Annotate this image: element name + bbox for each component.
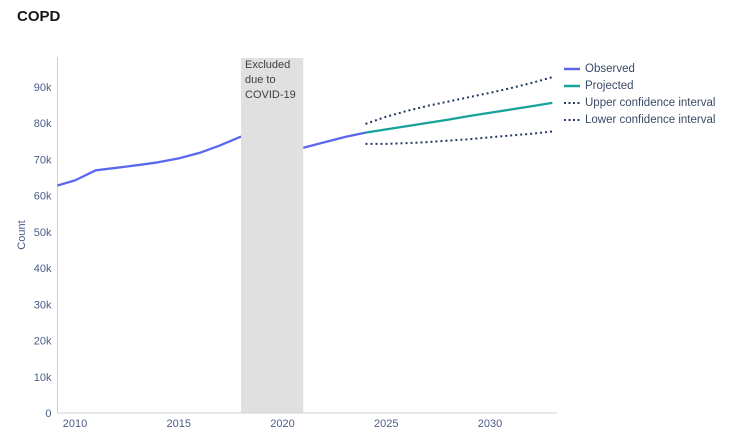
x-tick-label: 2030 (478, 418, 502, 430)
page-title: COPD (17, 8, 61, 25)
legend-item-observed[interactable]: Observed (564, 60, 715, 77)
y-tick-label: 20k (34, 336, 52, 348)
legend-dotted-marker-icon (564, 101, 580, 105)
legend-item-lower-confidence-interval[interactable]: Lower confidence interval (564, 111, 715, 128)
legend-item-projected[interactable]: Projected (564, 77, 715, 94)
covid-excluded-band (241, 58, 304, 413)
y-tick-label: 80k (34, 118, 52, 130)
legend-label: Observed (585, 62, 635, 75)
y-tick-label: 60k (34, 191, 52, 203)
x-tick-label: 2020 (270, 418, 294, 430)
legend-label: Projected (585, 79, 634, 92)
legend-line-marker-icon (564, 67, 580, 71)
legend-label: Lower confidence interval (585, 113, 716, 126)
y-tick-label: 0 (45, 408, 51, 420)
covid-band-label-line: due to (245, 74, 276, 86)
x-tick-label: 2010 (63, 418, 87, 430)
lower-confidence-interval-line (365, 130, 553, 145)
y-tick-label: 30k (34, 299, 52, 311)
observed-line (303, 131, 366, 149)
legend-dotted-marker-icon (564, 118, 580, 122)
observed-line (57, 135, 242, 187)
y-tick-label: 70k (34, 154, 52, 166)
legend-line-marker-icon (564, 84, 580, 88)
y-tick-label: 90k (34, 82, 52, 94)
x-tick-label: 2015 (167, 418, 191, 430)
x-tick-label: 2025 (374, 418, 398, 430)
covid-band-label-line: Excluded (245, 59, 290, 71)
y-tick-label: 50k (34, 227, 52, 239)
y-tick-label: 40k (34, 263, 52, 275)
covid-band-label-line: COVID-19 (245, 89, 296, 101)
upper-confidence-interval-line (365, 76, 553, 125)
chart-legend: Observed Projected Upper confidence interv… (564, 60, 715, 128)
legend-label: Upper confidence interval (585, 96, 716, 109)
legend-item-upper-confidence-interval[interactable]: Upper confidence interval (564, 94, 715, 111)
projected-line (365, 101, 553, 134)
y-axis-title: Count (16, 220, 28, 249)
y-tick-label: 10k (34, 372, 52, 384)
